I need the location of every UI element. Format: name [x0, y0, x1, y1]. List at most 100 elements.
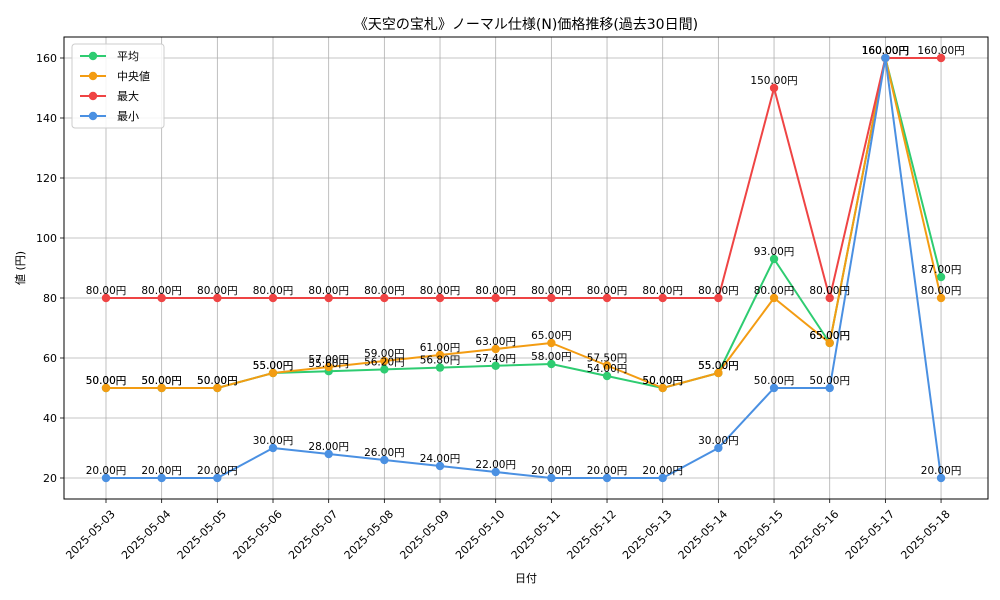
data-point [435, 461, 445, 471]
data-point [769, 383, 779, 393]
data-label: 55.00円 [253, 360, 294, 372]
legend-entry-label: 平均 [117, 50, 139, 63]
x-tick-label: 2025-05-17 [843, 508, 897, 562]
data-label: 20.00円 [86, 465, 127, 477]
data-label: 50.00円 [642, 375, 683, 387]
data-label: 80.00円 [809, 285, 850, 297]
data-label: 50.00円 [197, 375, 238, 387]
data-label: 80.00円 [308, 285, 349, 297]
data-point [769, 293, 779, 303]
data-label: 65.00円 [809, 330, 850, 342]
data-label: 80.00円 [364, 285, 405, 297]
data-point [769, 83, 779, 93]
data-point [268, 368, 278, 378]
data-point [658, 473, 667, 483]
x-tick-label: 2025-05-05 [175, 508, 229, 562]
data-point [380, 293, 389, 303]
data-label: 57.40円 [475, 353, 516, 365]
data-label: 55.60円 [308, 358, 349, 370]
data-point [380, 365, 389, 374]
data-point [714, 293, 723, 303]
data-label: 160.00円 [862, 45, 909, 57]
legend-swatch-marker [88, 51, 98, 61]
data-labels: 50.00円 50.00円 50.00円 55.00円 55.60円 56.20円 56.8… [86, 45, 965, 477]
data-point [936, 473, 946, 483]
data-label: 56.20円 [364, 356, 405, 368]
data-label: 65.00円 [809, 330, 850, 342]
data-label: 80.00円 [475, 285, 516, 297]
data-label: 57.00円 [308, 354, 349, 366]
data-point [658, 293, 667, 303]
data-point [936, 53, 946, 63]
data-point [491, 293, 500, 303]
x-tick-label: 2025-05-04 [119, 508, 173, 562]
y-tick-label: 60 [43, 352, 57, 365]
data-label: 160.00円 [862, 45, 909, 57]
data-label: 20.00円 [921, 465, 962, 477]
data-label: 87.00円 [921, 264, 962, 276]
x-tick-label: 2025-05-11 [509, 508, 563, 562]
data-label: 80.00円 [420, 285, 461, 297]
data-point [658, 383, 667, 393]
data-label: 160.00円 [862, 45, 909, 57]
data-label: 150.00円 [750, 75, 797, 87]
legend-swatch-marker [88, 91, 98, 101]
data-point [213, 383, 222, 393]
data-label: 20.00円 [531, 465, 572, 477]
data-label: 26.00円 [364, 447, 405, 459]
series-line-3 [106, 57, 943, 479]
data-label: 50.00円 [141, 375, 182, 387]
data-point [825, 338, 834, 348]
data-label: 55.00円 [253, 360, 294, 372]
data-point [547, 473, 556, 483]
data-label: 65.00円 [531, 330, 572, 342]
data-label: 22.00円 [475, 459, 516, 471]
data-label: 50.00円 [809, 375, 850, 387]
legend-entry-label: 中央値 [117, 70, 150, 83]
data-label: 80.00円 [531, 285, 572, 297]
data-point [101, 383, 111, 393]
legend-swatch-marker [88, 111, 98, 121]
data-label: 58.00円 [531, 351, 572, 363]
data-label: 50.00円 [197, 375, 238, 387]
data-label: 24.00円 [420, 453, 461, 465]
data-label: 93.00円 [754, 246, 795, 258]
x-tick-label: 2025-05-14 [676, 508, 730, 562]
data-point [435, 293, 445, 303]
data-point [714, 368, 723, 378]
series-line-2 [106, 57, 942, 299]
x-tick-label: 2025-05-15 [731, 508, 785, 562]
x-tick-label: 2025-05-03 [63, 508, 117, 562]
y-tick-label: 140 [36, 112, 57, 125]
data-point [602, 371, 612, 381]
data-label: 20.00円 [197, 465, 238, 477]
data-point [324, 293, 333, 303]
data-label: 80.00円 [587, 285, 628, 297]
data-label: 160.00円 [862, 45, 909, 57]
data-point [380, 356, 389, 366]
data-label: 59.00円 [364, 348, 405, 360]
data-point [769, 254, 779, 264]
data-point [547, 338, 556, 348]
data-point [491, 467, 500, 477]
data-label: 80.00円 [642, 285, 683, 297]
data-label: 80.00円 [698, 285, 739, 297]
data-label: 50.00円 [141, 375, 182, 387]
data-label: 30.00円 [698, 435, 739, 447]
series-layer [101, 53, 946, 483]
data-label: 20.00円 [587, 465, 628, 477]
x-axis-label: 日付 [515, 572, 537, 585]
data-label: 30.00円 [253, 435, 294, 447]
data-point [213, 473, 222, 483]
data-point [491, 344, 500, 354]
data-label: 80.00円 [921, 285, 962, 297]
data-point [602, 293, 612, 303]
data-label: 50.00円 [754, 375, 795, 387]
data-point [602, 361, 612, 370]
legend-entry-label: 最小 [117, 110, 139, 123]
data-point [825, 383, 834, 393]
data-label: 80.00円 [754, 285, 795, 297]
series-line-1 [106, 57, 943, 389]
x-tick-label: 2025-05-16 [787, 508, 841, 562]
